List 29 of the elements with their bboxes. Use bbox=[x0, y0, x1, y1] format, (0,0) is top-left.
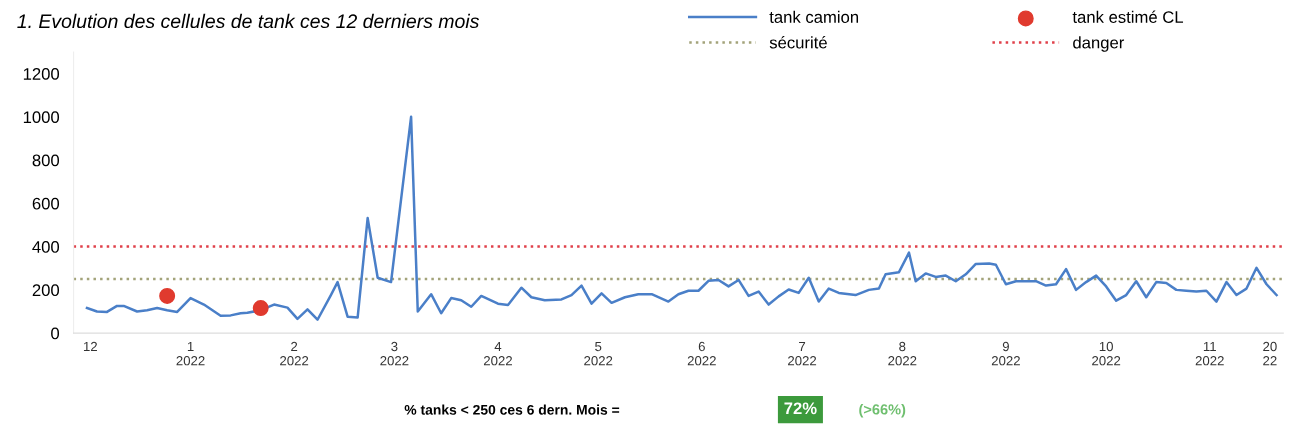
x-tick-label: 1 2022 bbox=[176, 341, 205, 366]
x-tick-label: 12 bbox=[83, 341, 97, 352]
legend-label: danger bbox=[1073, 36, 1125, 52]
y-tick-label: 800 bbox=[32, 154, 60, 167]
text: (>66%) bbox=[859, 403, 906, 418]
text: % tanks < 250 ces 6 dern. Mois = bbox=[404, 404, 620, 415]
x-tick-label: 2 2022 bbox=[280, 341, 309, 366]
x-tick-label: 3 2022 bbox=[380, 341, 409, 366]
x-tick-label: 11 2022 bbox=[1195, 341, 1224, 366]
x-tick-label: 6 2022 bbox=[687, 341, 716, 366]
legend-label: tank estimé CL bbox=[1072, 10, 1184, 23]
line-series bbox=[85, 115, 1278, 321]
y-tick-label: 200 bbox=[32, 284, 60, 297]
x-tick-label: 20 22 bbox=[1263, 341, 1277, 366]
chart-title: 1. Evolution des cellules de tank ces 12 derniers mois bbox=[17, 13, 479, 29]
x-tick-label: 10 2022 bbox=[1092, 341, 1121, 366]
y-tick-label: 1200 bbox=[23, 68, 60, 80]
y-tick-label: 600 bbox=[32, 197, 60, 210]
x-tick-label: 7 2022 bbox=[788, 341, 817, 366]
x-tick-label: 8 2022 bbox=[888, 341, 917, 366]
legend-label: sécurité bbox=[769, 36, 827, 49]
legend-label: tank camion bbox=[769, 10, 859, 23]
y-tick-label: 0 bbox=[51, 327, 60, 340]
x-tick-label: 4 2022 bbox=[483, 341, 512, 366]
x-tick-label: 5 2022 bbox=[584, 341, 613, 366]
x-tick-label: 9 2022 bbox=[991, 341, 1020, 366]
y-tick-label: 400 bbox=[32, 241, 60, 253]
text: 72% bbox=[784, 402, 817, 415]
y-tick-label: 1000 bbox=[23, 111, 60, 124]
